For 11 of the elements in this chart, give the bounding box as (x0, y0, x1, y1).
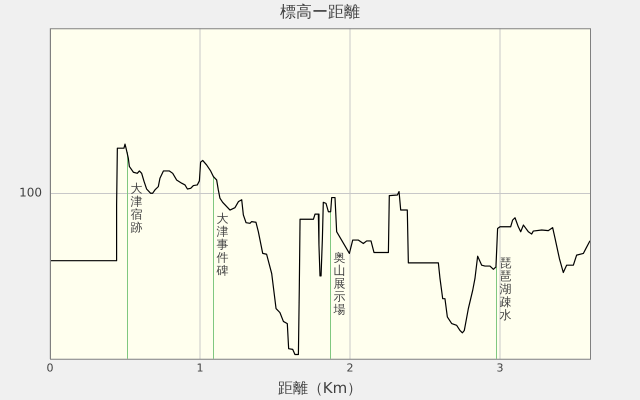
ref-line-label: 琵琶湖疎水 (500, 256, 512, 322)
x-tick-label: 2 (346, 361, 354, 374)
x-tick-label: 0 (46, 361, 54, 374)
x-tick-label: 3 (496, 361, 504, 374)
text: 100 (19, 186, 42, 200)
chart-title: 標高ー距離 (280, 2, 360, 21)
ref-line-label: 大津事件碑 (216, 212, 228, 278)
ref-line-label: 大津宿跡 (130, 182, 142, 235)
ref-line-label: 奥山展示場 (332, 250, 346, 317)
x-axis-title: 距離（Km） (278, 378, 362, 397)
x-tick-label: 1 (196, 361, 204, 374)
